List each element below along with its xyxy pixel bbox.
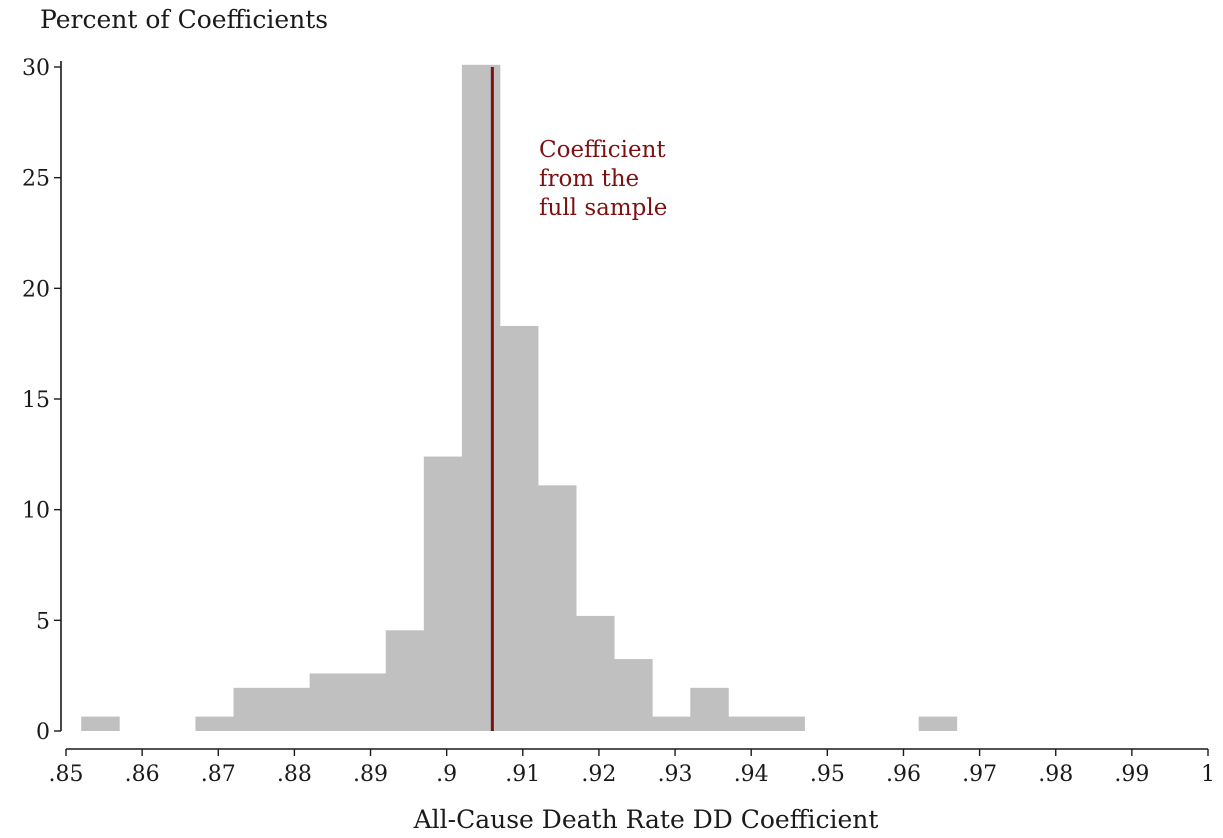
histogram-bar-10 [538,485,576,731]
y-tick-label-4: 20 [22,277,50,302]
histogram-bar-8 [462,65,500,731]
y-tick-label-3: 15 [22,388,50,413]
x-tick-label-5: .9 [436,762,457,787]
x-tick-label-12: .97 [962,762,997,787]
x-tick-label-0: .85 [49,762,84,787]
x-tick-label-7: .92 [581,762,616,787]
histogram-bar-14 [690,688,728,731]
x-tick-label-10: .95 [810,762,845,787]
histogram-bar-5 [348,673,386,731]
x-tick-label-13: .98 [1038,762,1073,787]
histogram-bar-4 [310,673,348,731]
histogram-bar-11 [576,616,614,731]
histogram-bar-13 [652,717,690,731]
histogram-bar-15 [728,717,766,731]
x-tick-label-2: .87 [201,762,236,787]
y-tick-label-2: 10 [22,499,50,524]
x-tick-label-9: .94 [734,762,769,787]
histogram-bars [81,65,957,731]
x-tick-label-11: .96 [886,762,921,787]
x-tick-label-1: .86 [125,762,160,787]
histogram-bar-16 [766,717,804,731]
y-axis-title: Percent of Coefficients [40,5,328,34]
histogram-bar-9 [500,326,538,731]
x-tick-label-3: .88 [277,762,312,787]
histogram-bar-6 [386,630,424,731]
y-tick-label-0: 0 [36,720,50,745]
reference-line-label-line-0: Coefficient [539,137,666,163]
histogram-bar-1 [195,717,233,731]
x-tick-label-6: .91 [505,762,540,787]
x-tick-label-4: .89 [353,762,388,787]
x-tick-label-14: .99 [1114,762,1149,787]
reference-line-label-line-2: full sample [539,195,667,221]
histogram-bar-7 [424,457,462,731]
y-tick-label-6: 30 [22,56,50,81]
histogram-bar-17 [919,717,957,731]
histogram-bar-0 [81,717,119,731]
histogram-bar-3 [272,688,310,731]
reference-line-label-line-1: from the [539,166,639,192]
y-tick-label-5: 25 [22,167,50,192]
histogram-bar-12 [614,659,652,731]
x-axis-title: All-Cause Death Rate DD Coefficient [413,805,879,834]
histogram-bar-2 [233,688,271,731]
x-tick-label-15: 1 [1201,762,1215,787]
y-tick-label-1: 5 [36,609,50,634]
x-tick-label-8: .93 [658,762,693,787]
